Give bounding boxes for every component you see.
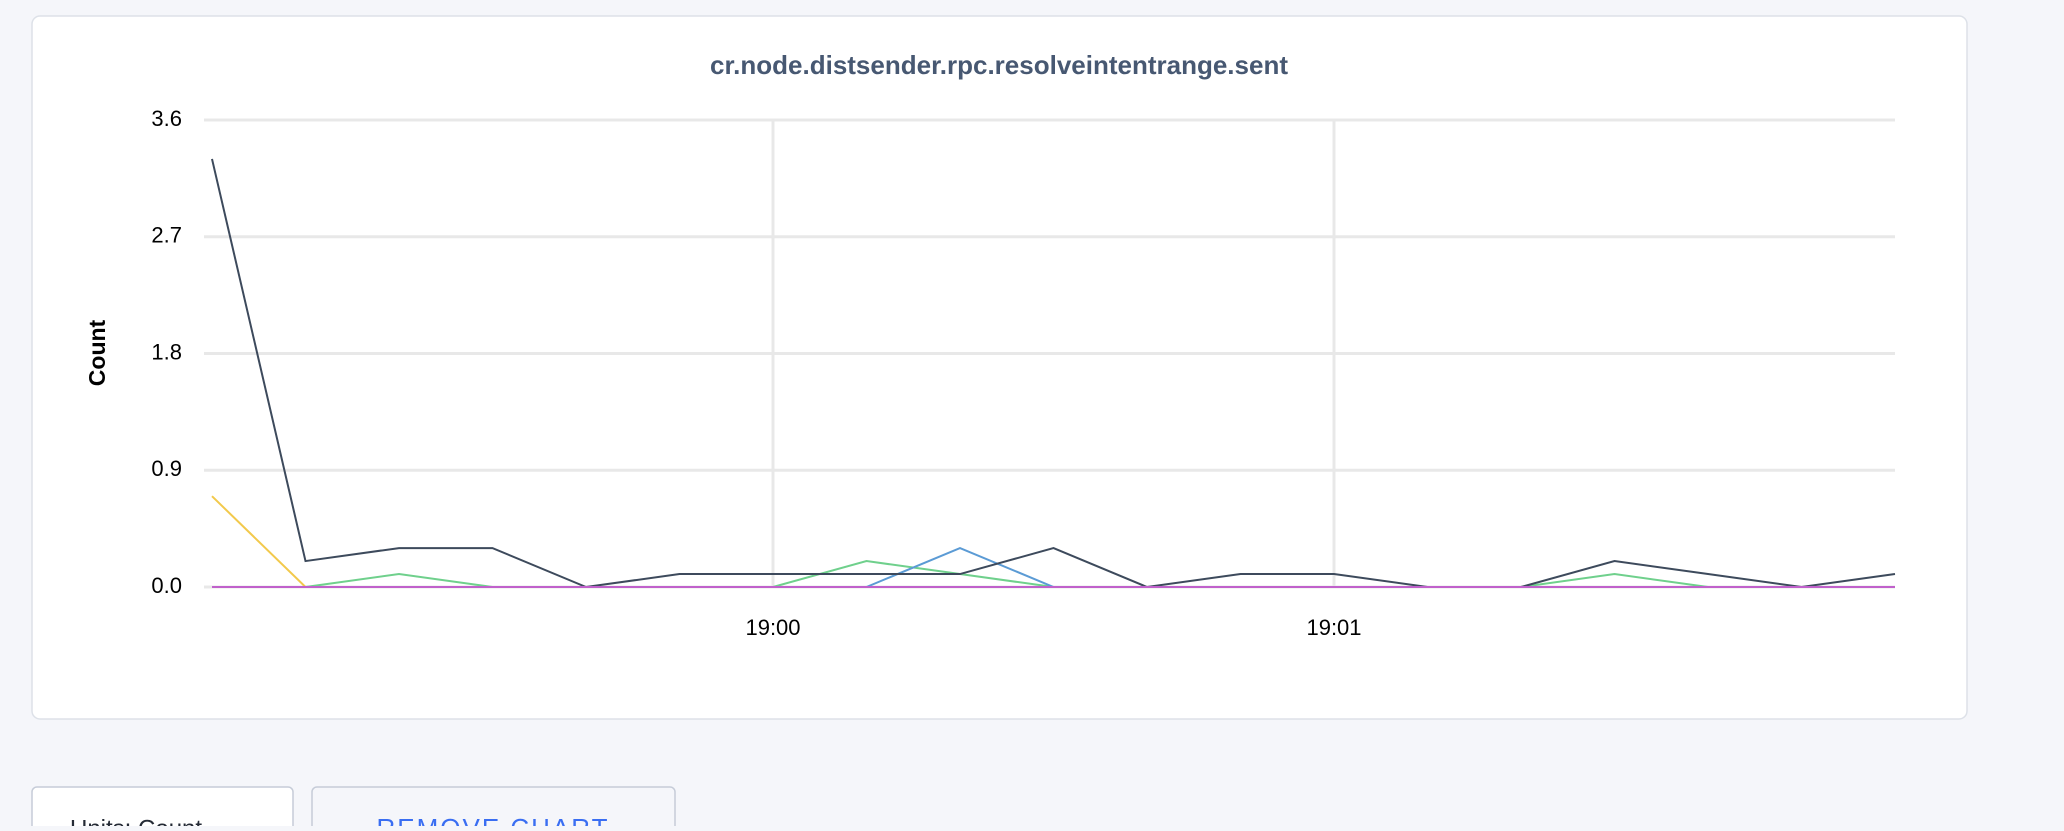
y-tick-label: 2.7 xyxy=(151,223,182,248)
remove-text: REMOVE CHART xyxy=(377,813,610,826)
y-tick-label: 0.0 xyxy=(151,573,182,598)
plot: 0.0 0.9 1.8 2.7 3.6 19:00 19:01 xyxy=(151,106,1896,640)
x-tick-label: 19:00 xyxy=(745,615,800,640)
y-axis-label: Count xyxy=(84,319,110,386)
y-tick-label: 1.8 xyxy=(151,339,182,364)
y-tick-label: 0.9 xyxy=(151,456,182,481)
x-tick-label: 19:01 xyxy=(1306,615,1361,640)
y-tick-label: 3.6 xyxy=(151,106,182,131)
chart-card xyxy=(31,15,1968,720)
series-line xyxy=(211,158,1896,589)
units-text: Units: Count xyxy=(70,815,202,826)
chart-title: cr.node.distsender.rpc.resolveintentrang… xyxy=(710,50,1288,80)
